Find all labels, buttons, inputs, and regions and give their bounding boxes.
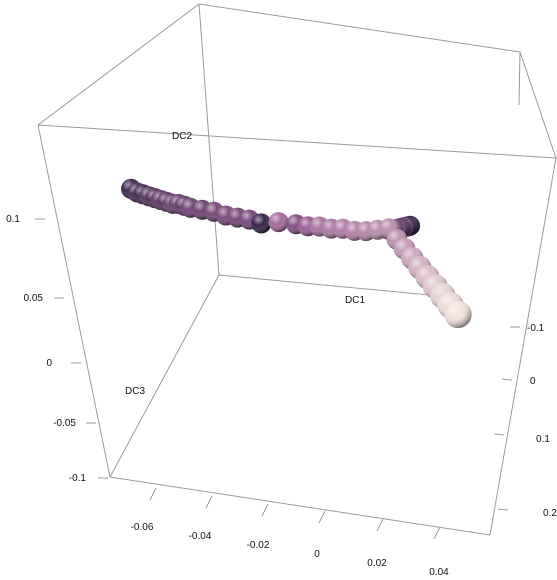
dc1-tick bbox=[376, 518, 384, 532]
tick-marks bbox=[35, 218, 520, 540]
box-front-left-vertical bbox=[37, 124, 111, 478]
dc2-tick bbox=[501, 378, 513, 381]
data-points bbox=[121, 178, 472, 329]
dc2-tick-label: -0.1 bbox=[527, 323, 545, 334]
box-left-floor-edge bbox=[109, 274, 220, 478]
dc1-tick bbox=[261, 503, 269, 517]
dc2-tick-label: 0 bbox=[530, 376, 536, 387]
dc3-tick-label: 0 bbox=[46, 358, 52, 369]
dc2-tick-label: 0.1 bbox=[536, 434, 550, 445]
dc1-tick-label: 0 bbox=[314, 549, 320, 560]
box-back-top-edge bbox=[37, 3, 557, 159]
box-front-floor-edge bbox=[109, 476, 491, 536]
data-point bbox=[251, 213, 272, 234]
bounding-box bbox=[37, 3, 557, 536]
box-front-right-vertical bbox=[489, 157, 557, 536]
dc1-tick bbox=[205, 495, 213, 509]
dc1-tick bbox=[149, 487, 157, 501]
dc1-tick-label: -0.02 bbox=[247, 540, 270, 551]
dc1-axis-title: DC1 bbox=[345, 295, 365, 306]
dc1-tick-label: 0.04 bbox=[429, 567, 449, 578]
box-back-right-vertical bbox=[518, 51, 521, 106]
box-back-floor-edge bbox=[218, 274, 441, 297]
dc2-tick bbox=[493, 433, 505, 436]
dc2-tick bbox=[497, 508, 509, 511]
dc3-tick-label: 0.1 bbox=[6, 214, 20, 225]
dc1-tick bbox=[433, 526, 441, 540]
dc3-tick-label: -0.1 bbox=[69, 473, 87, 484]
dc3-tick-label: -0.05 bbox=[53, 418, 76, 429]
dc1-tick bbox=[318, 510, 326, 524]
box-left-top-edge bbox=[37, 124, 557, 159]
dc1-tick-label: -0.06 bbox=[131, 522, 154, 533]
dc3-axis-title: DC3 bbox=[125, 386, 145, 397]
data-point bbox=[444, 300, 472, 329]
dc3-tick-label: 0.05 bbox=[24, 293, 44, 304]
dc2-axis-title: DC2 bbox=[172, 131, 192, 142]
dc1-tick-label: -0.04 bbox=[189, 531, 212, 542]
data-point bbox=[268, 212, 289, 233]
dc2-tick-label: 0.2 bbox=[543, 508, 557, 519]
dc1-tick-label: 0.02 bbox=[367, 558, 387, 569]
box-back-left-vertical bbox=[198, 3, 220, 276]
